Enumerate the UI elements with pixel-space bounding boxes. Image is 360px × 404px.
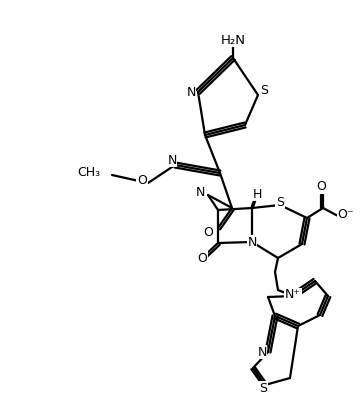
Text: O: O xyxy=(137,175,147,187)
Text: S: S xyxy=(276,196,284,208)
Text: H: H xyxy=(252,187,262,200)
Text: O: O xyxy=(316,181,326,194)
Text: H₂N: H₂N xyxy=(220,34,246,46)
Text: N: N xyxy=(257,345,267,358)
Text: O: O xyxy=(197,252,207,265)
Text: S: S xyxy=(260,84,268,97)
Text: N: N xyxy=(167,154,177,166)
Text: O⁻: O⁻ xyxy=(338,208,354,221)
Text: N: N xyxy=(195,187,205,200)
Text: O: O xyxy=(203,227,213,240)
Text: CH₃: CH₃ xyxy=(77,166,100,179)
Text: N: N xyxy=(186,86,196,99)
Text: N⁺: N⁺ xyxy=(285,288,301,301)
Text: N: N xyxy=(247,236,257,248)
Text: S: S xyxy=(259,381,267,394)
